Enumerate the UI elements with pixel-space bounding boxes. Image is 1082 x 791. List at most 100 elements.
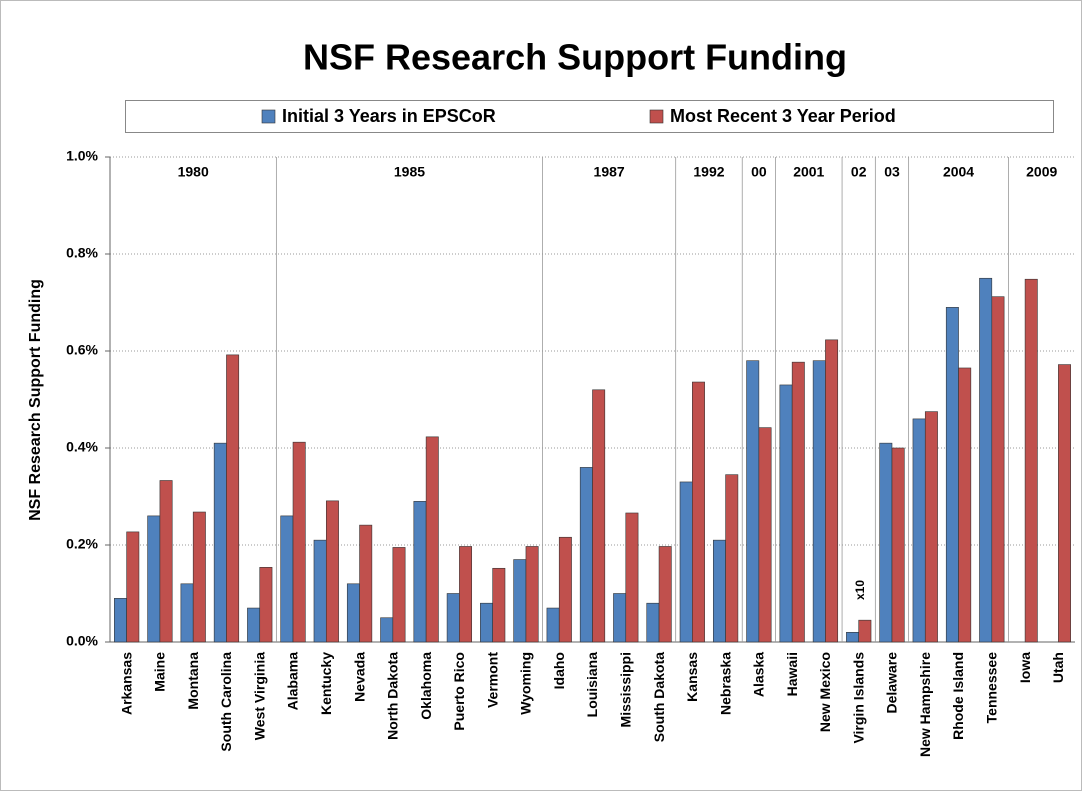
period-label: 2004 (943, 164, 974, 180)
bar (791, 361, 805, 643)
y-axis-label: NSF Research Support Funding (27, 279, 44, 521)
x-tick-label: Puerto Rico (451, 652, 467, 731)
x-tick-label: Idaho (551, 652, 567, 689)
bar (625, 512, 639, 643)
bar (579, 467, 593, 643)
x-tick-label: Arkansas (118, 652, 134, 715)
x-tick-label: Mississippi (617, 652, 633, 727)
x-tick-label: Wyoming (518, 652, 534, 715)
bar (459, 546, 473, 643)
chart-title: NSF Research Support Funding (303, 37, 847, 78)
x-tick-label: South Carolina (218, 652, 234, 752)
bar (546, 607, 560, 643)
legend-swatch (261, 109, 276, 124)
bar (1024, 278, 1038, 643)
bar (879, 442, 893, 643)
bar (525, 546, 539, 643)
bar (725, 474, 739, 643)
bar (159, 480, 173, 643)
bar (858, 619, 872, 643)
bar (325, 500, 339, 643)
bar (126, 531, 140, 643)
bar (226, 354, 240, 643)
legend-label: Most Recent 3 Year Period (670, 106, 896, 126)
bar (192, 511, 206, 643)
bar (180, 583, 194, 643)
bar (891, 447, 905, 643)
x-tick-label: Kansas (684, 652, 700, 702)
x-tick-label: Oklahoma (418, 652, 434, 720)
bar (114, 598, 127, 643)
x-tick-label: Alabama (285, 652, 301, 711)
x-tick-label: West Virginia (251, 652, 267, 740)
period-label: 1985 (394, 164, 425, 180)
x-tick-label: New Hampshire (917, 652, 933, 757)
x-tick-label: Rhode Island (950, 652, 966, 740)
bar (247, 607, 261, 643)
bar (292, 441, 306, 643)
x-tick-label: New Mexico (817, 652, 833, 732)
legend-label: Initial 3 Years in EPSCoR (282, 106, 496, 126)
x-tick-label: Alaska (751, 652, 767, 697)
x-tick-label: South Dakota (651, 652, 667, 742)
bar (446, 593, 460, 643)
bar (147, 515, 161, 643)
x-tick-label: Tennessee (984, 652, 1000, 724)
bar (712, 539, 726, 643)
x-tick-label: Nebraska (717, 652, 733, 715)
y-tick-label: 0.6% (66, 342, 98, 358)
bar (646, 602, 660, 643)
bar (613, 593, 627, 643)
bar (513, 559, 527, 643)
bar (658, 546, 672, 643)
bar (425, 436, 439, 643)
bar (779, 384, 793, 643)
bar (280, 515, 294, 643)
legend-swatch (649, 109, 664, 124)
period-label: 1987 (594, 164, 625, 180)
period-label: 02 (851, 164, 867, 180)
x-tick-label: North Dakota (385, 652, 401, 740)
x-tick-label: Nevada (351, 652, 367, 702)
bar (413, 501, 427, 643)
x-tick-label: Kentucky (318, 652, 334, 715)
bar (912, 418, 926, 643)
period-label: 1992 (693, 164, 724, 180)
bar (259, 567, 273, 643)
bar (380, 617, 394, 643)
bar (492, 567, 506, 643)
bar (979, 277, 993, 643)
bar (924, 411, 938, 643)
annotation: x10 (853, 580, 867, 600)
bar (812, 360, 826, 643)
x-tick-label: Delaware (884, 652, 900, 714)
bar (480, 602, 493, 643)
y-tick-label: 0.8% (66, 245, 98, 261)
bar (1058, 364, 1071, 643)
bar (359, 524, 373, 643)
bar (392, 547, 406, 643)
x-tick-label: Iowa (1017, 652, 1033, 683)
bar (758, 427, 772, 643)
bar (346, 583, 360, 643)
period-label: 00 (751, 164, 767, 180)
bar (945, 307, 959, 643)
bar (692, 381, 705, 643)
bar (679, 481, 693, 643)
period-label: 2001 (793, 164, 824, 180)
x-tick-label: Montana (185, 652, 201, 710)
x-tick-label: Hawaii (784, 652, 800, 696)
legend (125, 100, 1054, 133)
bar (825, 339, 839, 643)
bar (991, 296, 1005, 643)
y-tick-label: 0.2% (66, 536, 98, 552)
bar (846, 631, 860, 643)
period-label: 1980 (178, 164, 209, 180)
x-tick-label: Virgin Islands (850, 652, 866, 744)
bar (592, 389, 606, 643)
bar (213, 442, 227, 643)
x-tick-label: Vermont (484, 652, 500, 708)
y-tick-label: 0.4% (66, 439, 98, 455)
y-tick-label: 0.0% (66, 633, 98, 649)
